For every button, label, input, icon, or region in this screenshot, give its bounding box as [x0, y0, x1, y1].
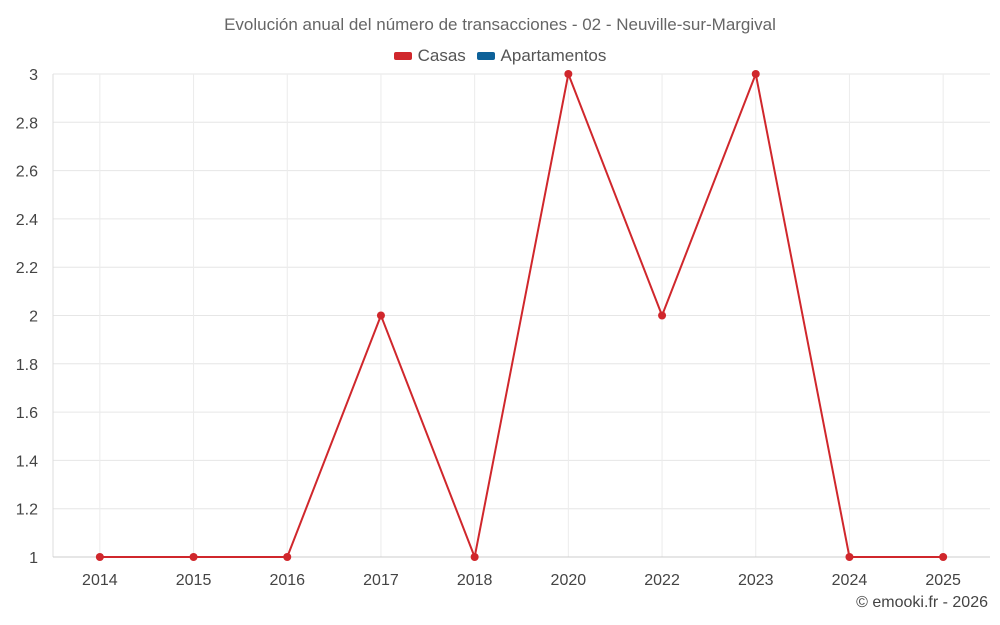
data-point-casas [564, 70, 573, 78]
y-tick-label: 1.6 [16, 405, 38, 422]
data-point-casas [283, 553, 292, 561]
legend: Casas Apartamentos [0, 45, 1000, 66]
legend-item-casas[interactable]: Casas [393, 46, 466, 66]
y-tick-label: 2.6 [16, 164, 38, 181]
y-tick-label: 2.4 [16, 212, 38, 229]
x-tick-label: 2020 [551, 572, 587, 589]
y-tick-label: 2.8 [16, 115, 38, 132]
x-tick-label: 2025 [925, 572, 961, 589]
y-tick-label: 1.4 [16, 453, 38, 470]
data-point-casas [751, 70, 760, 78]
y-tick-label: 2 [29, 309, 38, 326]
series-line-casas [99, 73, 944, 558]
chart-title: Evolución anual del número de transaccio… [224, 15, 776, 34]
data-point-casas [95, 553, 104, 561]
y-tick-label: 1 [29, 550, 38, 567]
y-tick-label: 1.2 [16, 502, 38, 519]
legend-swatch-casas [393, 52, 412, 60]
legend-label-casas: Casas [417, 46, 466, 65]
x-tick-label: 2023 [738, 572, 774, 589]
data-point-casas [470, 553, 479, 561]
data-point-casas [845, 553, 854, 561]
data-point-casas [658, 311, 667, 320]
x-tick-label: 2022 [644, 572, 680, 589]
legend-item-apartamentos[interactable]: Apartamentos [476, 46, 607, 66]
x-tick-label: 2016 [269, 572, 305, 589]
x-tick-label: 2014 [82, 572, 118, 589]
legend-label-apartamentos: Apartamentos [500, 46, 607, 65]
y-tick-label: 3 [29, 67, 38, 84]
x-tick-label: 2024 [832, 572, 868, 589]
y-tick-label: 2.2 [16, 260, 38, 277]
data-point-casas [939, 553, 948, 561]
y-tick-label: 1.8 [16, 357, 38, 374]
x-tick-label: 2017 [363, 572, 399, 589]
credit-text: © emooki.fr - 2026 [856, 594, 988, 611]
x-tick-label: 2015 [176, 572, 212, 589]
data-point-casas [376, 311, 385, 320]
data-point-casas [189, 553, 198, 561]
legend-swatch-apartamentos [476, 52, 495, 60]
x-tick-label: 2018 [457, 572, 493, 589]
